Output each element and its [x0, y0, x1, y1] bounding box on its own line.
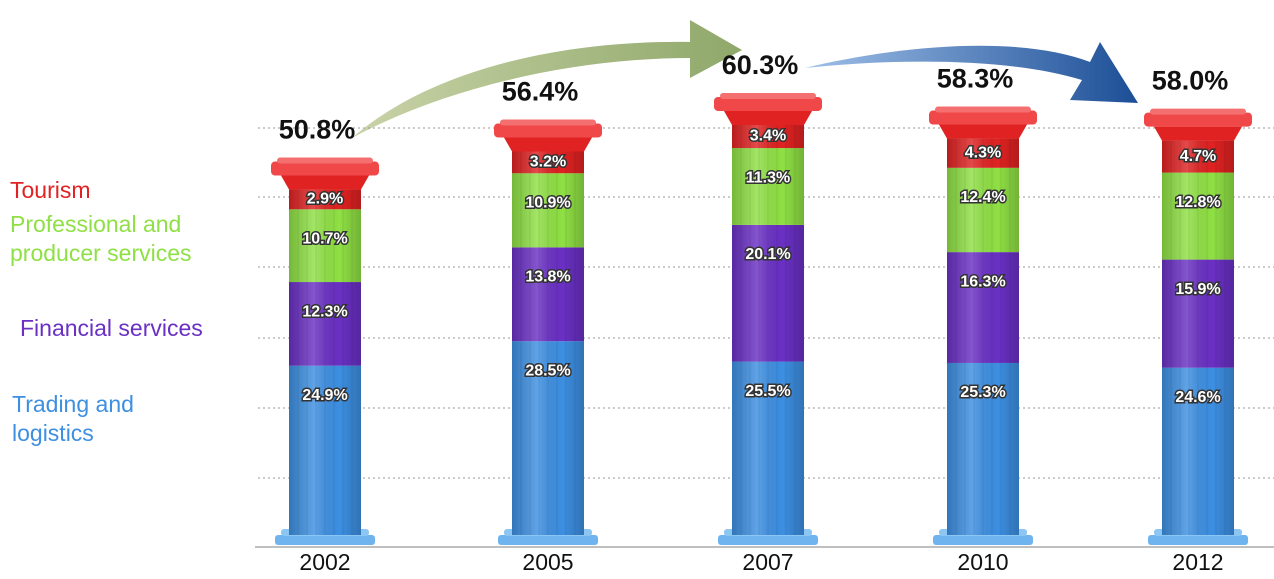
- pillar-capital: [1154, 127, 1242, 141]
- legend-entry: Financial services: [20, 314, 260, 343]
- chart: 24.9% 12.3% 10.7% 2.9% 50.8% 2002 28.5% 13.8% 10…: [0, 0, 1274, 579]
- legend-entry: Tourism: [10, 176, 250, 205]
- pillar-capital: [271, 162, 379, 176]
- pillar: 24.9% 12.3% 10.7% 2.9%: [271, 158, 379, 545]
- pillar-base: [498, 535, 598, 545]
- segment-label: 25.5%: [745, 383, 790, 400]
- pillar: 28.5% 13.8% 10.9% 3.2%: [494, 119, 602, 545]
- segment-label: 28.5%: [525, 362, 570, 379]
- legend-entry: Professional and producer services: [10, 210, 250, 268]
- pillar-capital: [724, 111, 812, 125]
- segment-label: 3.4%: [750, 128, 786, 145]
- segment-label: 12.4%: [960, 189, 1005, 206]
- pillar-capital: [1150, 109, 1246, 115]
- pillar-capital: [504, 137, 592, 151]
- segment-label: 12.3%: [302, 303, 347, 320]
- segment-label: 15.9%: [1175, 281, 1220, 298]
- pillar-base: [1148, 535, 1248, 545]
- segment-label: 10.9%: [525, 194, 570, 211]
- pillar-base: [275, 535, 375, 545]
- segment-label: 20.1%: [745, 246, 790, 263]
- legend-entry: Trading and logistics: [12, 390, 182, 448]
- pillar-base: [933, 535, 1033, 545]
- pillar: 25.3% 16.3% 12.4% 4.3%: [929, 107, 1037, 545]
- pillar-capital: [277, 158, 373, 164]
- total-label: 60.3%: [722, 50, 799, 80]
- pillar-capital: [281, 176, 369, 190]
- segment-label: 12.8%: [1175, 194, 1220, 211]
- segment-label: 16.3%: [960, 273, 1005, 290]
- segment-label: 10.7%: [302, 230, 347, 247]
- pillar-capital: [500, 119, 596, 125]
- segment-label: 13.8%: [525, 269, 570, 286]
- segment-label: 11.3%: [746, 169, 790, 186]
- segment-label: 25.3%: [960, 384, 1005, 401]
- pillar-capital: [494, 123, 602, 137]
- pillar: 24.6% 15.9% 12.8% 4.7%: [1144, 109, 1252, 545]
- x-tick-label: 2002: [299, 549, 350, 575]
- pillar-capital: [939, 125, 1027, 139]
- page: {"chart_data": { "type": "stacked-bar", …: [0, 0, 1274, 579]
- x-tick-label: 2012: [1172, 549, 1223, 575]
- pillar-capital: [935, 107, 1031, 113]
- segment-label: 3.2%: [530, 154, 566, 171]
- total-label: 56.4%: [502, 77, 579, 107]
- segment-label: 4.7%: [1180, 148, 1216, 165]
- x-tick-label: 2010: [957, 549, 1008, 575]
- x-tick-label: 2007: [742, 549, 793, 575]
- total-label: 58.0%: [1152, 66, 1229, 96]
- pillar-capital: [714, 97, 822, 111]
- segment-label: 24.6%: [1175, 389, 1220, 406]
- x-tick-label: 2005: [522, 549, 573, 575]
- pillar-capital: [720, 93, 816, 99]
- segment-label: 24.9%: [302, 387, 347, 404]
- segment-label: 2.9%: [307, 191, 343, 208]
- pillar-capital: [929, 111, 1037, 125]
- pillar: 25.5% 20.1% 11.3% 3.4%: [714, 93, 822, 545]
- total-label: 58.3%: [937, 64, 1014, 94]
- pillar-base: [718, 535, 818, 545]
- pillar-capital: [1144, 113, 1252, 127]
- segment-label: 4.3%: [965, 144, 1001, 161]
- total-label: 50.8%: [279, 115, 356, 145]
